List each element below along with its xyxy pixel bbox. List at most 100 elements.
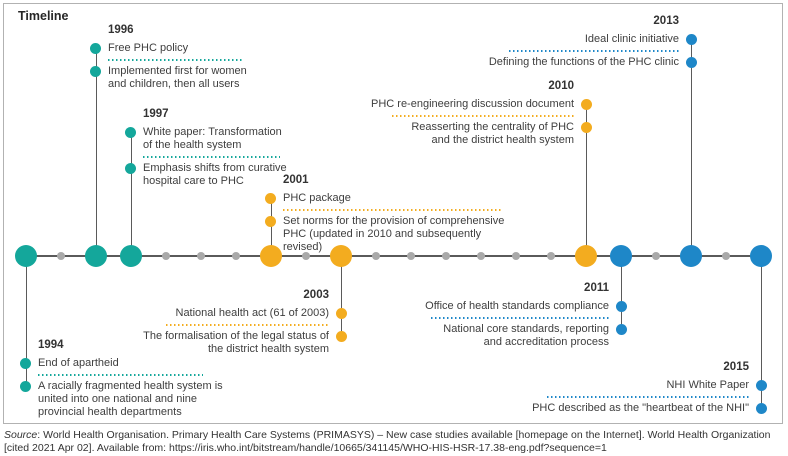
event-entry: End of apartheid (20, 357, 234, 370)
event-entry: Ideal clinic initiative (585, 33, 697, 46)
source-label: Source (4, 429, 38, 441)
bullet-dot-icon (616, 324, 627, 335)
axis-dot-2000 (232, 252, 240, 260)
bullet-dot-icon (90, 43, 101, 54)
event-2010: 2010 PHC re-engineering discussion docum… (371, 80, 592, 147)
event-year: 2003 (303, 289, 329, 301)
event-entry: Free PHC policy (90, 42, 263, 55)
event-2013: 2013 Ideal clinic initiative Defining th… (489, 15, 697, 69)
event-entry: Set norms for the provision of comprehen… (265, 215, 523, 254)
bullet-dot-icon (90, 66, 101, 77)
event-entry: PHC re-engineering discussion document (371, 98, 592, 111)
dotted-divider (509, 50, 679, 52)
bullet-dot-icon (616, 301, 627, 312)
event-entry: PHC described as the "heartbeat of the N… (532, 402, 767, 415)
stem-2011 (621, 256, 623, 328)
event-text: Ideal clinic initiative (584, 33, 679, 45)
event-text: National health act (61 of 2003) (175, 307, 330, 319)
event-text: A racially fragmented health system is u… (38, 380, 223, 418)
event-text: Emphasis shifts from curative hospital c… (143, 162, 287, 187)
bullet-dot-icon (686, 57, 697, 68)
axis-dot-2011 (610, 245, 632, 267)
event-entry: Reasserting the centrality of PHC and th… (392, 121, 592, 147)
event-entry: National health act (61 of 2003) (175, 307, 347, 320)
stem-1994 (26, 256, 28, 388)
event-text: Reasserting the centrality of PHC and th… (411, 121, 574, 146)
event-text: White paper: Transformation of the healt… (143, 126, 282, 151)
axis-dot-1997 (120, 245, 142, 267)
axis-dot-1994 (15, 245, 37, 267)
event-1997: 1997 White paper: Transformation of the … (125, 108, 311, 188)
event-text: Implemented first for women and children… (108, 65, 247, 90)
bullet-dot-icon (265, 193, 276, 204)
chart-frame (3, 3, 783, 424)
axis-dot-2013 (680, 245, 702, 267)
stem-2013 (691, 40, 693, 256)
event-entry: Emphasis shifts from curative hospital c… (125, 162, 311, 188)
event-entry: The formalisation of the legal status of… (129, 330, 347, 356)
event-entry: A racially fragmented health system is u… (20, 380, 234, 419)
event-text: PHC re-engineering discussion document (371, 98, 574, 110)
event-text: NHI White Paper (666, 379, 749, 391)
axis-dot-2002 (302, 252, 310, 260)
dotted-divider (143, 156, 280, 158)
event-text: Set norms for the provision of comprehen… (283, 215, 505, 253)
dotted-divider (283, 209, 503, 211)
axis-dot-2010 (575, 245, 597, 267)
event-year: 2015 (723, 361, 749, 373)
axis-dot-2008 (512, 252, 520, 260)
dotted-divider (392, 115, 574, 117)
event-text: Free PHC policy (108, 42, 189, 54)
axis-dot-1995 (57, 252, 65, 260)
axis-dot-2005 (407, 252, 415, 260)
stem-2003 (341, 256, 343, 338)
stem-2010 (586, 105, 588, 256)
stem-1996 (96, 49, 98, 256)
event-entry: PHC package (265, 192, 523, 205)
axis-dot-1998 (162, 252, 170, 260)
bullet-dot-icon (756, 403, 767, 414)
axis-dot-2006 (442, 252, 450, 260)
axis-dot-2014 (722, 252, 730, 260)
axis-dot-2004 (372, 252, 380, 260)
event-2011: 2011 Office of health standards complian… (423, 282, 627, 349)
bullet-dot-icon (336, 308, 347, 319)
axis-dot-1999 (197, 252, 205, 260)
axis-dot-2009 (547, 252, 555, 260)
axis-dot-2015 (750, 245, 772, 267)
event-entry: White paper: Transformation of the healt… (125, 126, 311, 152)
event-2015: 2015 NHI White Paper PHC described as th… (532, 361, 767, 415)
event-year: 2001 (283, 174, 309, 186)
bullet-dot-icon (265, 216, 276, 227)
event-2001: 2001 PHC package Set norms for the provi… (265, 174, 523, 254)
dotted-divider (38, 374, 203, 376)
bullet-dot-icon (20, 358, 31, 369)
stem-1997 (131, 133, 133, 256)
axis-dot-2007 (477, 252, 485, 260)
event-text: The formalisation of the legal status of… (143, 330, 329, 355)
axis-dot-2012 (652, 252, 660, 260)
event-year: 1996 (108, 24, 134, 36)
event-year: 1994 (38, 339, 64, 351)
event-text: End of apartheid (38, 357, 119, 369)
page-title: Timeline (18, 9, 69, 23)
event-1996: 1996 Free PHC policy Implemented first f… (90, 24, 263, 91)
bullet-dot-icon (686, 34, 697, 45)
source-note: Source: World Health Organisation. Prima… (4, 429, 786, 456)
dotted-divider (108, 59, 243, 61)
axis-dot-2001 (260, 245, 282, 267)
bullet-dot-icon (581, 122, 592, 133)
bullet-dot-icon (756, 380, 767, 391)
event-entry: Office of health standards compliance (425, 300, 627, 313)
event-text: Office of health standards compliance (425, 300, 609, 312)
event-year: 1997 (143, 108, 169, 120)
event-entry: Defining the functions of the PHC clinic (489, 56, 697, 69)
stem-2015 (761, 256, 763, 408)
event-text: Defining the functions of the PHC clinic (488, 56, 679, 68)
stem-2001 (271, 199, 273, 256)
dotted-divider (547, 396, 749, 398)
timeline-axis (26, 255, 761, 257)
event-text: PHC described as the "heartbeat of the N… (532, 402, 749, 414)
event-entry: NHI White Paper (666, 379, 767, 392)
event-year: 2010 (548, 80, 574, 92)
